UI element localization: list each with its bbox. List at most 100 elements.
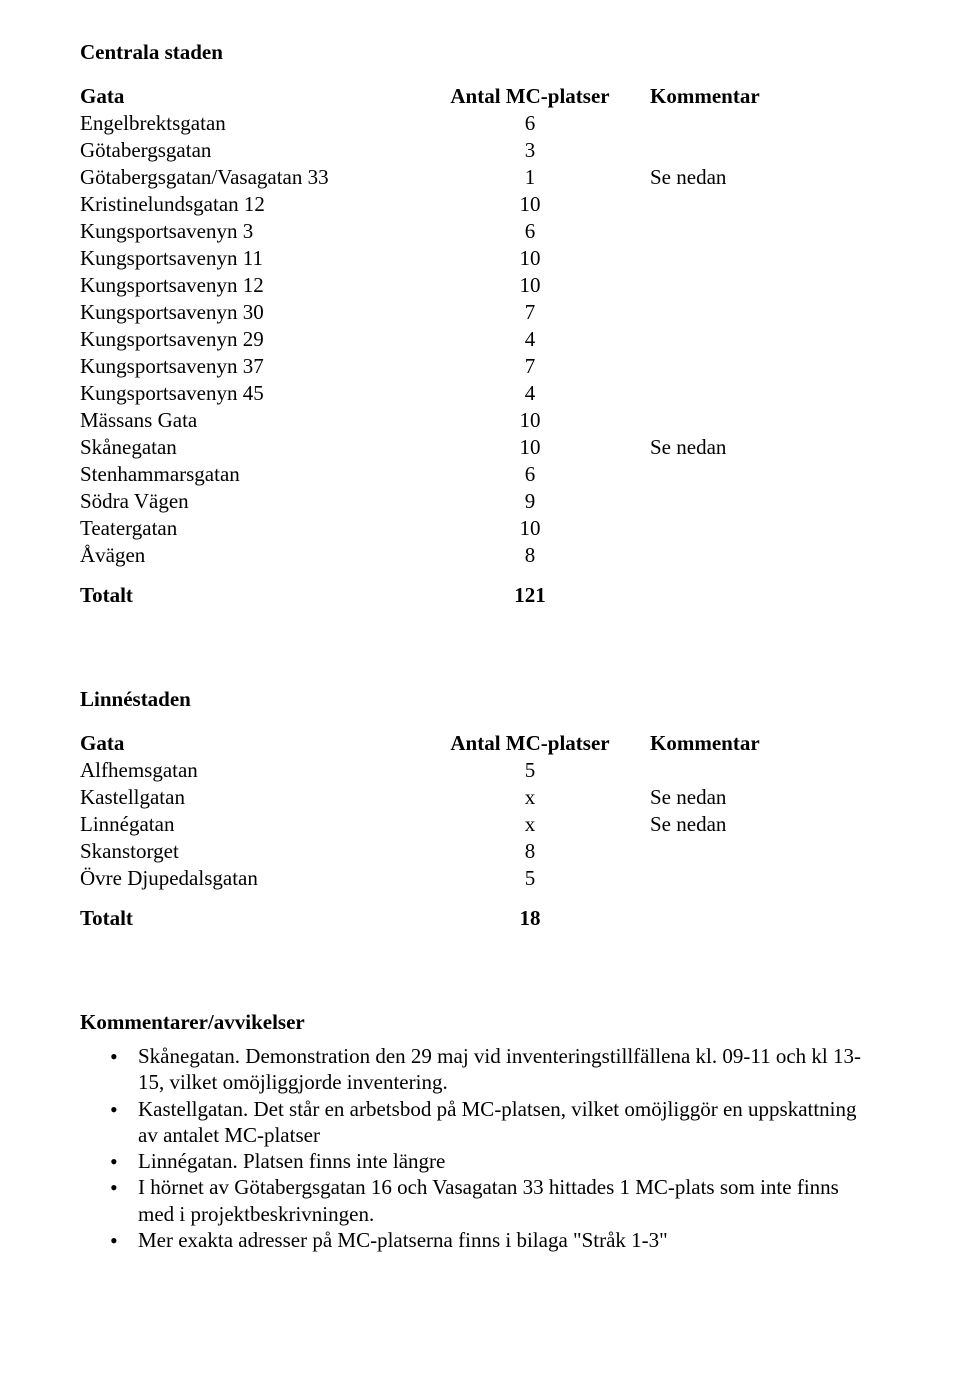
header-kommentar: Kommentar	[650, 730, 880, 757]
cell-antal: 4	[410, 380, 650, 407]
cell-gata: Kristinelundsgatan 12	[80, 191, 410, 218]
table-total: Totalt 121	[80, 569, 880, 609]
cell-antal: 7	[410, 299, 650, 326]
cell-gata: Engelbrektsgatan	[80, 110, 410, 137]
cell-antal: 3	[410, 137, 650, 164]
cell-antal: 10	[410, 191, 650, 218]
cell-kommentar	[650, 272, 880, 299]
table-total: Totalt 18	[80, 892, 880, 932]
cell-kommentar	[650, 757, 880, 784]
cell-antal: x	[410, 784, 650, 811]
table-row: Götabergsgatan/Vasagatan 331Se nedan	[80, 164, 880, 191]
table-row: Stenhammarsgatan6	[80, 461, 880, 488]
cell-kommentar	[650, 542, 880, 569]
cell-gata: Mässans Gata	[80, 407, 410, 434]
table-row: LinnégatanxSe nedan	[80, 811, 880, 838]
table-row: Mässans Gata10	[80, 407, 880, 434]
cell-gata: Skånegatan	[80, 434, 410, 461]
cell-kommentar	[650, 488, 880, 515]
cell-gata: Kungsportsavenyn 3	[80, 218, 410, 245]
cell-gata: Alfhemsgatan	[80, 757, 410, 784]
cell-antal: 4	[410, 326, 650, 353]
cell-antal: 10	[410, 245, 650, 272]
cell-gata: Kungsportsavenyn 11	[80, 245, 410, 272]
total-komm	[650, 892, 880, 932]
header-antal: Antal MC-platser	[410, 730, 650, 757]
cell-kommentar	[650, 407, 880, 434]
cell-kommentar	[650, 326, 880, 353]
table-row: Skanstorget8	[80, 838, 880, 865]
table-row: Kungsportsavenyn 36	[80, 218, 880, 245]
table-row: Götabergsgatan3	[80, 137, 880, 164]
cell-kommentar	[650, 353, 880, 380]
section-spacer	[80, 627, 880, 687]
table-row: Kungsportsavenyn 307	[80, 299, 880, 326]
table-row: Engelbrektsgatan6	[80, 110, 880, 137]
cell-antal: 10	[410, 272, 650, 299]
total-value: 121	[410, 569, 650, 609]
comments-list: Skånegatan. Demonstration den 29 maj vid…	[110, 1043, 880, 1253]
cell-antal: 6	[410, 461, 650, 488]
table-row: Kungsportsavenyn 454	[80, 380, 880, 407]
cell-gata: Kungsportsavenyn 30	[80, 299, 410, 326]
list-item: Kastellgatan. Det står en arbetsbod på M…	[110, 1096, 880, 1149]
cell-gata: Södra Vägen	[80, 488, 410, 515]
total-label: Totalt	[80, 569, 410, 609]
section-title-2: Linnéstaden	[80, 687, 880, 712]
cell-antal: 5	[410, 757, 650, 784]
header-kommentar: Kommentar	[650, 83, 880, 110]
cell-gata: Övre Djupedalsgatan	[80, 865, 410, 892]
header-gata: Gata	[80, 83, 410, 110]
section-spacer	[80, 950, 880, 1010]
cell-kommentar: Se nedan	[650, 784, 880, 811]
cell-kommentar	[650, 218, 880, 245]
cell-kommentar: Se nedan	[650, 164, 880, 191]
section-title-1: Centrala staden	[80, 40, 880, 65]
cell-kommentar	[650, 838, 880, 865]
list-item: Skånegatan. Demonstration den 29 maj vid…	[110, 1043, 880, 1096]
table-header: Gata Antal MC-platser Kommentar	[80, 730, 880, 757]
cell-antal: 6	[410, 110, 650, 137]
total-label: Totalt	[80, 892, 410, 932]
total-value: 18	[410, 892, 650, 932]
table-row: Teatergatan10	[80, 515, 880, 542]
cell-kommentar: Se nedan	[650, 811, 880, 838]
table-row: Kungsportsavenyn 294	[80, 326, 880, 353]
list-item: Mer exakta adresser på MC-platserna finn…	[110, 1227, 880, 1253]
cell-kommentar	[650, 110, 880, 137]
cell-kommentar	[650, 380, 880, 407]
page: Centrala staden Gata Antal MC-platser Ko…	[0, 0, 960, 1391]
table-row: Södra Vägen9	[80, 488, 880, 515]
table-row: Kungsportsavenyn 1210	[80, 272, 880, 299]
cell-gata: Kungsportsavenyn 37	[80, 353, 410, 380]
table-linnestaden: Gata Antal MC-platser Kommentar Alfhemsg…	[80, 730, 880, 932]
list-item: Linnégatan. Platsen finns inte längre	[110, 1148, 880, 1174]
table-row: Kungsportsavenyn 377	[80, 353, 880, 380]
table-header: Gata Antal MC-platser Kommentar	[80, 83, 880, 110]
cell-antal: 10	[410, 407, 650, 434]
cell-kommentar	[650, 461, 880, 488]
cell-kommentar	[650, 191, 880, 218]
cell-antal: x	[410, 811, 650, 838]
cell-antal: 8	[410, 542, 650, 569]
cell-kommentar	[650, 299, 880, 326]
cell-gata: Kungsportsavenyn 29	[80, 326, 410, 353]
cell-gata: Götabergsgatan/Vasagatan 33	[80, 164, 410, 191]
cell-antal: 7	[410, 353, 650, 380]
comments-title: Kommentarer/avvikelser	[80, 1010, 880, 1035]
cell-gata: Linnégatan	[80, 811, 410, 838]
table-row: Kungsportsavenyn 1110	[80, 245, 880, 272]
cell-gata: Kungsportsavenyn 45	[80, 380, 410, 407]
cell-gata: Kungsportsavenyn 12	[80, 272, 410, 299]
cell-antal: 6	[410, 218, 650, 245]
cell-antal: 1	[410, 164, 650, 191]
cell-kommentar: Se nedan	[650, 434, 880, 461]
header-antal: Antal MC-platser	[410, 83, 650, 110]
cell-antal: 5	[410, 865, 650, 892]
cell-gata: Skanstorget	[80, 838, 410, 865]
cell-gata: Åvägen	[80, 542, 410, 569]
table-row: Kristinelundsgatan 1210	[80, 191, 880, 218]
cell-kommentar	[650, 865, 880, 892]
cell-antal: 9	[410, 488, 650, 515]
cell-kommentar	[650, 245, 880, 272]
